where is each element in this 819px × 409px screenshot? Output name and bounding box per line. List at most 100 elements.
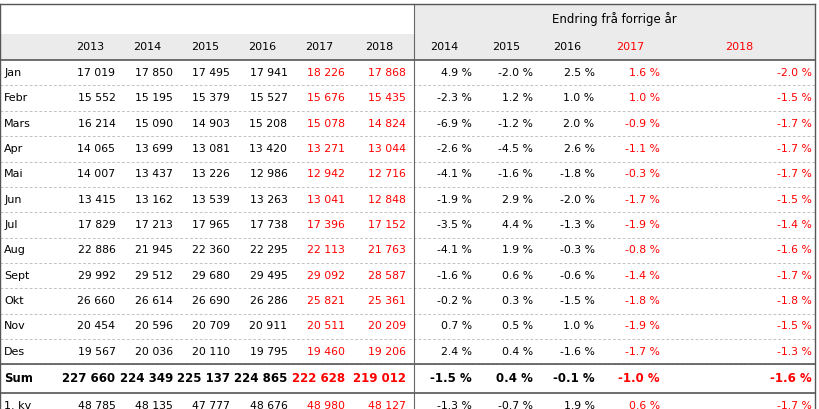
Text: 20 709: 20 709 (192, 321, 230, 331)
Text: -1.5 %: -1.5 % (776, 93, 812, 103)
Text: 227 660: 227 660 (62, 372, 115, 385)
Text: -1.6 %: -1.6 % (559, 347, 595, 357)
Text: -1.7 %: -1.7 % (625, 347, 660, 357)
Text: -1.2 %: -1.2 % (498, 119, 533, 128)
Text: 29 512: 29 512 (135, 271, 173, 281)
Text: 17 829: 17 829 (78, 220, 115, 230)
Text: -1.6 %: -1.6 % (776, 245, 812, 255)
Text: 13 263: 13 263 (250, 195, 287, 204)
Text: 22 295: 22 295 (250, 245, 287, 255)
Text: 17 019: 17 019 (78, 68, 115, 78)
Text: 17 850: 17 850 (135, 68, 173, 78)
Text: -1.7 %: -1.7 % (776, 144, 812, 154)
Text: -1.5 %: -1.5 % (559, 296, 595, 306)
Text: 20 596: 20 596 (135, 321, 173, 331)
Text: 47 777: 47 777 (192, 401, 230, 409)
Text: 14 824: 14 824 (369, 119, 406, 128)
Text: -1.9 %: -1.9 % (437, 195, 472, 204)
Bar (0, 34, 815, 60)
Text: 0.6 %: 0.6 % (502, 271, 533, 281)
Text: -0.7 %: -0.7 % (498, 401, 533, 409)
Text: Jul: Jul (4, 220, 17, 230)
Text: Des: Des (4, 347, 25, 357)
Text: 17 152: 17 152 (369, 220, 406, 230)
Text: 2017: 2017 (305, 42, 333, 52)
Text: 48 676: 48 676 (250, 401, 287, 409)
Text: 4.9 %: 4.9 % (441, 68, 472, 78)
Text: 2.0 %: 2.0 % (563, 119, 595, 128)
Text: -1.7 %: -1.7 % (776, 271, 812, 281)
Text: 1.9 %: 1.9 % (502, 245, 533, 255)
Text: 12 986: 12 986 (250, 169, 287, 179)
Text: 26 690: 26 690 (192, 296, 230, 306)
Text: 29 992: 29 992 (78, 271, 115, 281)
Text: Febr: Febr (4, 93, 29, 103)
Text: 48 127: 48 127 (369, 401, 406, 409)
Text: -3.5 %: -3.5 % (437, 220, 472, 230)
Text: 2.4 %: 2.4 % (441, 347, 472, 357)
Text: 15 090: 15 090 (134, 119, 173, 128)
Text: 0.5 %: 0.5 % (502, 321, 533, 331)
Text: 22 113: 22 113 (307, 245, 345, 255)
Text: Jan: Jan (4, 68, 21, 78)
Text: 20 911: 20 911 (250, 321, 287, 331)
Text: 25 821: 25 821 (307, 296, 345, 306)
Text: 1.0 %: 1.0 % (563, 93, 595, 103)
Text: -2.0 %: -2.0 % (776, 68, 812, 78)
Text: Nov: Nov (4, 321, 26, 331)
Text: 13 699: 13 699 (135, 144, 173, 154)
Text: 2014: 2014 (133, 42, 161, 52)
Text: 19 206: 19 206 (369, 347, 406, 357)
Text: 17 941: 17 941 (250, 68, 287, 78)
Text: 13 081: 13 081 (192, 144, 230, 154)
Text: 15 078: 15 078 (307, 119, 345, 128)
Text: 28 587: 28 587 (369, 271, 406, 281)
Text: 25 361: 25 361 (369, 296, 406, 306)
Text: 0.4 %: 0.4 % (502, 347, 533, 357)
Text: 20 110: 20 110 (192, 347, 230, 357)
Text: Mars: Mars (4, 119, 31, 128)
Text: 48 135: 48 135 (135, 401, 173, 409)
Bar (414, 4, 815, 34)
Text: 19 567: 19 567 (78, 347, 115, 357)
Text: -1.3 %: -1.3 % (559, 220, 595, 230)
Text: Okt: Okt (4, 296, 24, 306)
Text: 0.7 %: 0.7 % (441, 321, 472, 331)
Text: -1.8 %: -1.8 % (776, 296, 812, 306)
Text: 13 437: 13 437 (135, 169, 173, 179)
Text: 1.6 %: 1.6 % (629, 68, 660, 78)
Text: -1.9 %: -1.9 % (625, 321, 660, 331)
Text: 4.4 %: 4.4 % (502, 220, 533, 230)
Text: 13 415: 13 415 (78, 195, 115, 204)
Text: 2.5 %: 2.5 % (563, 68, 595, 78)
Text: -0.8 %: -0.8 % (625, 245, 660, 255)
Text: 13 041: 13 041 (307, 195, 345, 204)
Text: -2.6 %: -2.6 % (437, 144, 472, 154)
Text: 13 044: 13 044 (369, 144, 406, 154)
Text: -0.2 %: -0.2 % (437, 296, 472, 306)
Text: -1.7 %: -1.7 % (776, 119, 812, 128)
Text: 2.9 %: 2.9 % (502, 195, 533, 204)
Text: 17 868: 17 868 (369, 68, 406, 78)
Text: 1.0 %: 1.0 % (629, 93, 660, 103)
Text: 14 903: 14 903 (192, 119, 230, 128)
Text: -1.7 %: -1.7 % (776, 169, 812, 179)
Text: 224 349: 224 349 (120, 372, 173, 385)
Text: 222 628: 222 628 (292, 372, 345, 385)
Text: 29 495: 29 495 (250, 271, 287, 281)
Text: -4.1 %: -4.1 % (437, 169, 472, 179)
Text: 21 945: 21 945 (135, 245, 173, 255)
Text: 1.2 %: 1.2 % (502, 93, 533, 103)
Text: 15 435: 15 435 (369, 93, 406, 103)
Text: 48 980: 48 980 (307, 401, 345, 409)
Text: 15 379: 15 379 (192, 93, 230, 103)
Text: 19 460: 19 460 (307, 347, 345, 357)
Text: 2018: 2018 (725, 42, 753, 52)
Text: 0.3 %: 0.3 % (502, 296, 533, 306)
Text: 15 527: 15 527 (250, 93, 287, 103)
Text: 2015: 2015 (191, 42, 219, 52)
Text: 29 680: 29 680 (192, 271, 230, 281)
Text: 17 396: 17 396 (307, 220, 345, 230)
Text: 2018: 2018 (364, 42, 393, 52)
Text: -2.3 %: -2.3 % (437, 93, 472, 103)
